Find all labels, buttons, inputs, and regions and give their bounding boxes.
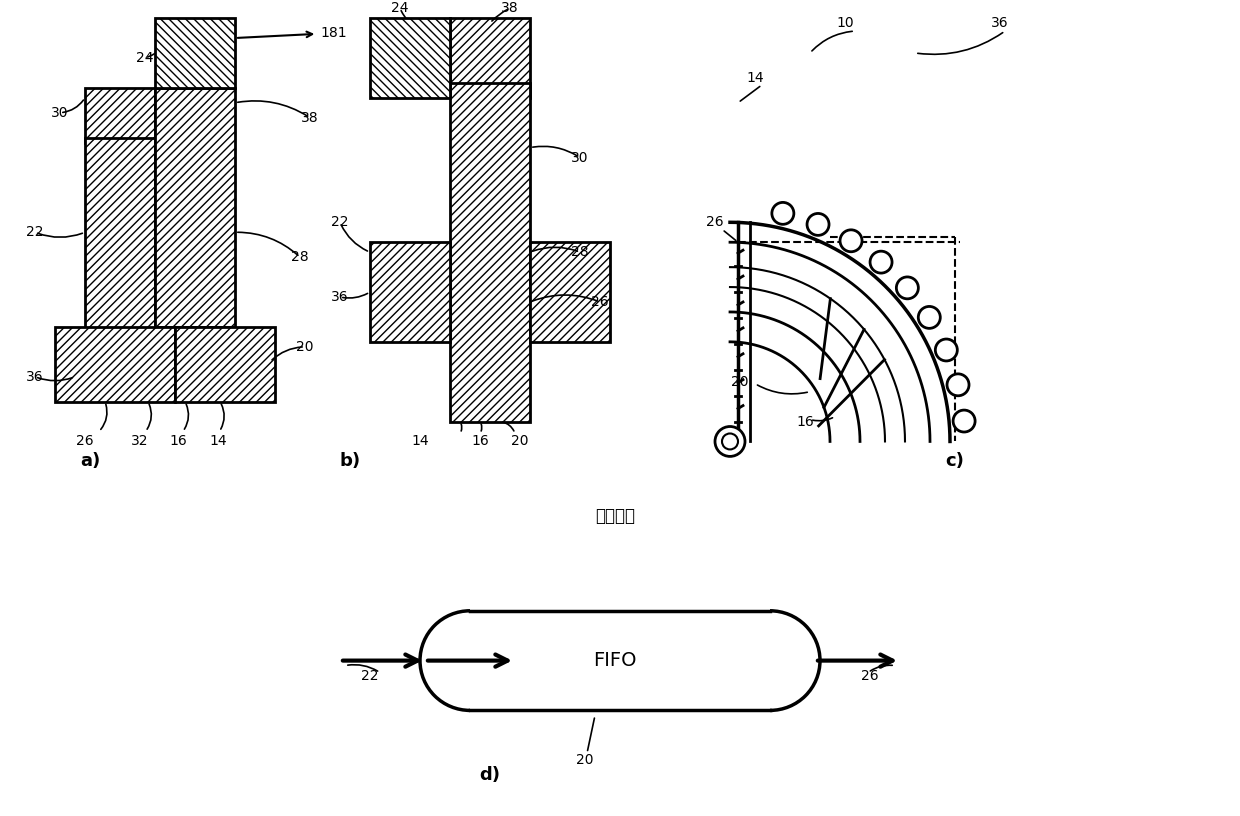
Text: 32: 32 — [131, 434, 149, 449]
Bar — [155, 88, 236, 327]
Circle shape — [870, 251, 892, 273]
Text: 14: 14 — [746, 71, 764, 85]
Bar — [529, 242, 610, 342]
Bar — [450, 18, 529, 98]
Circle shape — [722, 433, 738, 450]
Text: 28: 28 — [572, 245, 589, 259]
Text: 22: 22 — [26, 225, 43, 239]
Text: 16: 16 — [471, 434, 489, 449]
Circle shape — [839, 230, 862, 252]
Text: 36: 36 — [991, 16, 1009, 30]
Text: 20: 20 — [577, 753, 594, 767]
Text: 22: 22 — [361, 668, 378, 682]
Text: 24: 24 — [392, 1, 409, 16]
Text: 14: 14 — [412, 434, 429, 449]
Text: 16: 16 — [796, 415, 813, 428]
Text: 16: 16 — [169, 434, 187, 449]
Circle shape — [919, 307, 940, 328]
Bar — [86, 138, 155, 332]
Bar — [370, 242, 450, 342]
Text: FIFO: FIFO — [593, 651, 637, 670]
Text: 20: 20 — [732, 375, 749, 388]
Text: 14: 14 — [210, 434, 227, 449]
Text: 26: 26 — [707, 215, 724, 229]
Text: d): d) — [480, 766, 501, 784]
Text: 10: 10 — [836, 16, 854, 30]
Text: b): b) — [340, 452, 361, 470]
Text: a): a) — [79, 452, 100, 470]
Text: 181: 181 — [238, 26, 347, 40]
Bar — [450, 83, 529, 422]
Circle shape — [935, 339, 957, 361]
Text: 38: 38 — [301, 111, 319, 125]
Text: 22: 22 — [331, 215, 348, 229]
Bar — [55, 327, 175, 401]
Text: 20: 20 — [511, 434, 528, 449]
Text: 先进先出: 先进先出 — [595, 508, 635, 526]
Text: 30: 30 — [572, 150, 589, 165]
Circle shape — [807, 214, 830, 235]
Text: 36: 36 — [26, 370, 43, 384]
Circle shape — [954, 410, 975, 432]
Circle shape — [771, 202, 794, 224]
Circle shape — [947, 374, 968, 396]
Text: 20: 20 — [296, 339, 314, 354]
Text: c): c) — [946, 452, 965, 470]
Text: 26: 26 — [591, 295, 609, 309]
Text: 36: 36 — [331, 290, 348, 304]
Circle shape — [715, 427, 745, 456]
Circle shape — [897, 277, 919, 299]
Text: 38: 38 — [501, 1, 518, 16]
Bar — [175, 327, 275, 401]
Text: 24: 24 — [136, 51, 154, 65]
Text: 26: 26 — [76, 434, 94, 449]
Text: 26: 26 — [862, 668, 879, 682]
Text: 30: 30 — [51, 106, 68, 120]
Bar — [370, 18, 450, 98]
Text: 28: 28 — [291, 251, 309, 264]
Bar — [86, 88, 155, 143]
Bar — [155, 18, 236, 88]
